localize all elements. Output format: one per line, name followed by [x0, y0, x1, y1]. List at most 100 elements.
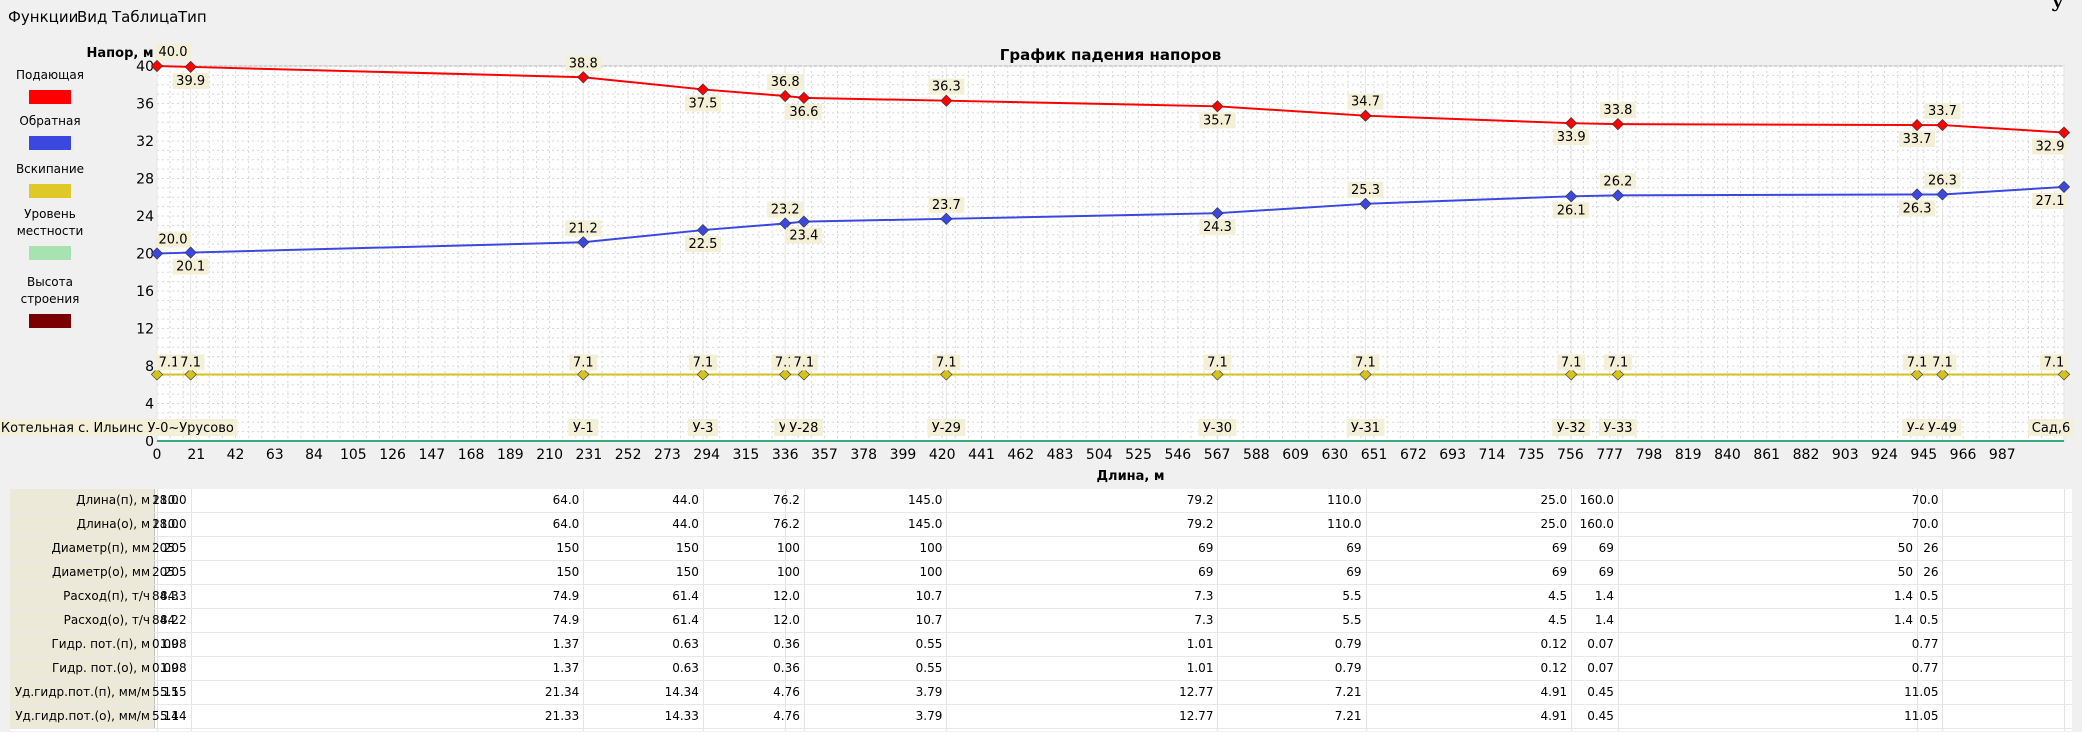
- data-label: 7.1: [1608, 355, 1629, 370]
- menu-view[interactable]: Вид: [77, 8, 108, 26]
- data-point: [1565, 190, 1578, 203]
- data-point: [1936, 188, 1949, 201]
- table-column-separator: [946, 489, 948, 731]
- x-tick-label: 42: [227, 447, 245, 463]
- table-cell: 0.36: [773, 637, 800, 651]
- data-point: [797, 215, 810, 228]
- data-label-bg: [684, 236, 721, 253]
- x-tick-label: 987: [1989, 447, 2016, 463]
- data-label: 7.1: [1207, 355, 1228, 370]
- data-point: [184, 60, 197, 74]
- data-label: 7.1: [1561, 355, 1582, 370]
- x-tick-label: 126: [379, 447, 406, 463]
- legend-label: Вскипание: [15, 162, 85, 176]
- table-cell: 3.79: [915, 685, 943, 699]
- data-label-bg: [928, 78, 965, 95]
- table-cell: 44.0: [672, 493, 699, 507]
- table-cell: 0.12: [1540, 661, 1568, 675]
- table-cell: 100: [919, 541, 943, 555]
- node-name-bg: [1346, 419, 1385, 436]
- table-row: Гидр. пот.(о), м 0.09 1.08 1.37 0.63 0.36 0.55…: [10, 657, 2072, 681]
- table-cell: 70.0: [1911, 517, 1939, 531]
- x-tick-label: 0: [153, 447, 162, 463]
- table-cell: 25.0: [1540, 517, 1568, 531]
- table-column-separator: [190, 489, 192, 731]
- menu-functions[interactable]: Функции: [8, 8, 79, 26]
- menu-type[interactable]: Тип: [178, 8, 207, 26]
- node-name-bg: [784, 419, 823, 436]
- table-cell: 0.55: [915, 637, 943, 651]
- x-tick-label: 294: [693, 447, 720, 463]
- data-label-bg: [155, 354, 183, 371]
- table-cell: 10.7: [915, 613, 943, 627]
- table-cell: 5.5: [1342, 589, 1362, 603]
- table-cell: 7.3: [1194, 613, 1214, 627]
- data-point: [2057, 126, 2071, 139]
- x-tick-label: 420: [929, 447, 956, 463]
- row-header: Длина(о), м: [10, 513, 155, 536]
- x-tick-label: 714: [1479, 447, 1506, 463]
- data-label-bg: [932, 354, 961, 371]
- data-label: 7.1: [936, 355, 957, 370]
- data-label: 40.0: [159, 45, 188, 60]
- table-cell: 0.09: [152, 637, 179, 651]
- chart-title: График падения напоров: [1000, 46, 1221, 64]
- table-cell: 0.79: [1334, 637, 1362, 651]
- series-line: [156, 65, 2065, 134]
- x-tick-label: 63: [266, 447, 284, 463]
- data-point: [1359, 197, 1372, 210]
- data-label: 20.0: [159, 233, 188, 248]
- row-header: Уд.гидр.пот.(п), мм/м: [10, 681, 155, 704]
- data-point: [940, 212, 953, 225]
- x-tick-label: 651: [1361, 447, 1388, 463]
- legend-swatch: [29, 314, 71, 328]
- row-header: Гидр. пот.(п), м: [10, 633, 155, 656]
- table-cell: 110.0: [1327, 517, 1362, 531]
- data-point: [1611, 189, 1624, 202]
- data-label-bg: [1557, 354, 1586, 371]
- y-tick-label: 16: [136, 284, 154, 300]
- table-cell: 26: [1923, 565, 1939, 579]
- data-label-bg: [1924, 103, 1961, 120]
- table-column-separator: [785, 489, 787, 731]
- node-name-label: У-3: [692, 421, 713, 436]
- table-cell: 5.14: [152, 709, 179, 723]
- table-cell: 100: [776, 541, 800, 555]
- table-cell: 12.77: [1179, 709, 1214, 723]
- node-name-label: У-1: [573, 421, 594, 436]
- legend-item: Обратная: [0, 113, 100, 150]
- table-cell: 4.5: [1548, 613, 1568, 627]
- data-label-bg: [767, 201, 804, 218]
- table-column-separator: [702, 489, 704, 731]
- table-cell: 10.7: [915, 589, 943, 603]
- legend-swatch: [29, 90, 71, 104]
- table-column-separator: [2064, 489, 2065, 731]
- data-label: 23.7: [932, 198, 961, 213]
- x-tick-label: 21: [187, 447, 205, 463]
- x-tick-label: 441: [968, 447, 995, 463]
- table-cell: 0.36: [773, 661, 800, 675]
- x-tick-label: 882: [1793, 447, 1820, 463]
- table-cell: 0.77: [1911, 661, 1939, 675]
- data-label-bg: [172, 258, 209, 275]
- table-cell: 12.0: [773, 613, 800, 627]
- x-tick-label: 924: [1871, 447, 1898, 463]
- x-tick-label: 609: [1282, 447, 1309, 463]
- data-point: [184, 368, 197, 381]
- node-name-bg: [1552, 419, 1591, 436]
- table-cell: 4.76: [773, 685, 800, 699]
- data-point: [150, 247, 164, 260]
- chart-svg: График падения напоров Напор, м Длина, м 0 4…: [0, 44, 2074, 484]
- legend-label: Обратная: [19, 114, 81, 128]
- table-cell: 14.33: [664, 709, 699, 723]
- data-label: 7.1: [2044, 355, 2065, 370]
- table-cell: 1.37: [552, 637, 580, 651]
- node-name-label: У-49: [1928, 421, 1957, 436]
- data-point: [1611, 368, 1624, 381]
- row-header: Диаметр(п), мм: [10, 537, 155, 560]
- data-point: [1565, 117, 1578, 130]
- data-label: 38.8: [569, 56, 598, 71]
- menu-table[interactable]: Таблица: [112, 8, 179, 26]
- table-cell: 50: [1897, 565, 1914, 579]
- x-tick-label: 210: [536, 447, 563, 463]
